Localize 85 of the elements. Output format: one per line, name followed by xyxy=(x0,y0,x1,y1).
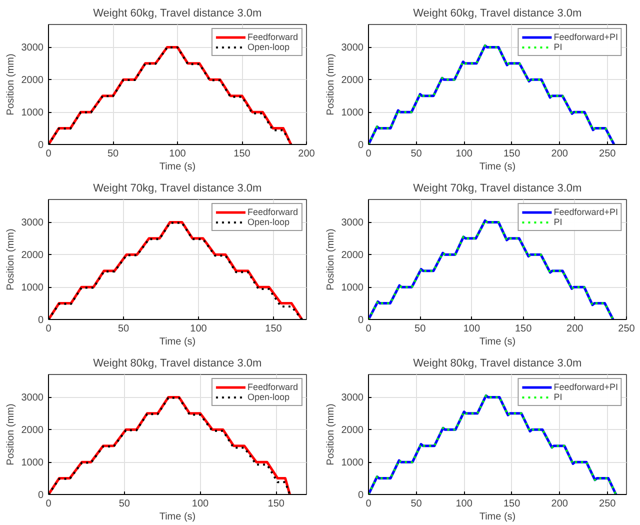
chart-title: Weight 60kg, Travel distance 3.0m xyxy=(93,8,262,20)
legend-label: Feedforward+PI xyxy=(554,382,618,392)
y-axis-title: Position (mm) xyxy=(5,404,16,466)
x-tick-label: 50 xyxy=(118,498,130,510)
x-axis-title: Time (s) xyxy=(159,162,196,172)
legend-label: Feedforward+PI xyxy=(554,32,618,42)
legend-label: Feedforward xyxy=(247,32,298,42)
x-tick-label: 100 xyxy=(190,324,208,334)
chart-title: Weight 70kg, Travel distance 3.0m xyxy=(93,182,262,194)
x-tick-label: 150 xyxy=(503,498,521,510)
y-tick-label: 0 xyxy=(38,315,44,326)
x-tick-label: 0 xyxy=(46,498,52,510)
legend-label: Open-loop xyxy=(247,217,290,227)
y-tick-label: 2000 xyxy=(341,425,364,436)
x-tick-label: 100 xyxy=(192,498,210,510)
y-tick-label: 1000 xyxy=(21,108,44,119)
x-tick-label: 150 xyxy=(268,498,285,510)
x-tick-label: 50 xyxy=(410,498,422,510)
legend-label: Feedforward xyxy=(247,207,298,217)
chart-title: Weight 70kg, Travel distance 3.0m xyxy=(413,182,582,194)
legend-label: Open-loop xyxy=(247,392,290,402)
legend-label: Open-loop xyxy=(247,42,290,52)
legend-label: PI xyxy=(554,42,564,52)
x-tick-label: 100 xyxy=(463,324,480,334)
y-tick-label: 3000 xyxy=(341,42,364,54)
x-axis-title: Time (s) xyxy=(479,336,516,348)
x-tick-label: 200 xyxy=(566,324,584,334)
x-tick-label: 0 xyxy=(366,324,372,334)
x-tick-label: 50 xyxy=(107,148,119,160)
y-tick-label: 3000 xyxy=(341,218,364,229)
y-tick-label: 2000 xyxy=(341,250,364,262)
y-axis-title: Position (mm) xyxy=(325,404,336,466)
y-tick-label: 0 xyxy=(358,315,364,326)
y-tick-label: 0 xyxy=(358,140,364,151)
y-axis-title: Position (mm) xyxy=(5,54,16,116)
x-tick-label: 50 xyxy=(118,324,130,334)
x-tick-label: 200 xyxy=(551,148,568,160)
legend-label: PI xyxy=(554,217,564,227)
x-tick-label: 100 xyxy=(169,148,186,160)
x-axis-title: Time (s) xyxy=(479,162,516,172)
y-tick-label: 1000 xyxy=(341,458,364,469)
x-axis-title: Time (s) xyxy=(159,512,196,522)
y-tick-label: 3000 xyxy=(21,218,44,229)
y-tick-label: 2000 xyxy=(21,75,44,86)
chart-title: Weight 80kg, Travel distance 3.0m xyxy=(413,358,582,370)
y-tick-label: 1000 xyxy=(21,458,44,469)
y-tick-label: 3000 xyxy=(341,392,364,404)
x-tick-label: 250 xyxy=(599,148,616,160)
x-tick-label: 150 xyxy=(234,148,251,160)
y-tick-label: 1000 xyxy=(21,282,44,294)
y-tick-label: 3000 xyxy=(21,42,44,54)
y-tick-label: 3000 xyxy=(21,392,44,404)
chart-title: Weight 80kg, Travel distance 3.0m xyxy=(93,358,262,370)
y-tick-label: 1000 xyxy=(341,108,364,119)
legend-label: PI xyxy=(554,392,564,402)
y-tick-label: 0 xyxy=(38,140,44,151)
x-axis-title: Time (s) xyxy=(159,336,196,348)
y-tick-label: 0 xyxy=(38,490,44,501)
x-tick-label: 0 xyxy=(366,148,372,160)
x-tick-label: 150 xyxy=(265,324,282,334)
x-tick-label: 50 xyxy=(410,148,422,160)
legend-label: Feedforward xyxy=(247,382,298,392)
y-axis-title: Position (mm) xyxy=(5,228,16,290)
x-axis-title: Time (s) xyxy=(479,512,516,522)
y-axis-title: Position (mm) xyxy=(325,54,336,116)
y-axis-title: Position (mm) xyxy=(325,228,336,290)
x-tick-label: 0 xyxy=(46,324,52,334)
x-tick-label: 50 xyxy=(414,324,426,334)
chart-title: Weight 60kg, Travel distance 3.0m xyxy=(413,8,582,20)
x-tick-label: 150 xyxy=(514,324,532,334)
y-tick-label: 1000 xyxy=(341,282,364,294)
x-tick-label: 200 xyxy=(551,498,568,510)
y-tick-label: 2000 xyxy=(21,250,44,262)
x-tick-label: 100 xyxy=(456,498,473,510)
x-tick-label: 0 xyxy=(46,148,52,160)
y-tick-label: 2000 xyxy=(341,75,364,86)
x-tick-label: 0 xyxy=(366,498,372,510)
y-tick-label: 2000 xyxy=(21,425,44,436)
x-tick-label: 250 xyxy=(599,498,616,510)
x-tick-label: 250 xyxy=(618,324,636,334)
y-tick-label: 0 xyxy=(358,490,364,501)
x-tick-label: 150 xyxy=(503,148,521,160)
legend-label: Feedforward+PI xyxy=(554,207,618,217)
x-tick-label: 100 xyxy=(456,148,473,160)
x-tick-label: 200 xyxy=(298,148,316,160)
